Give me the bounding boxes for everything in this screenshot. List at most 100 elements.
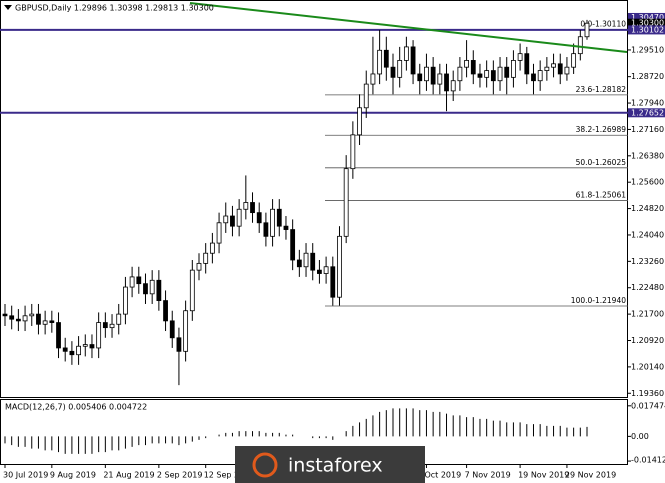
candle-body <box>243 202 249 210</box>
candle-body <box>477 73 483 78</box>
candle-body <box>169 320 175 339</box>
candle-body <box>437 73 443 85</box>
candle-body <box>383 49 389 68</box>
candle-body <box>377 49 383 75</box>
y-tick-label: 1.25600 <box>631 178 664 187</box>
candle-body <box>310 252 316 271</box>
candle-body <box>22 315 28 322</box>
x-tick-label: 30 Jul 2019 <box>3 471 48 480</box>
candle-body <box>250 202 255 214</box>
x-tick-label: 7 Nov 2019 <box>465 471 511 480</box>
candle-body <box>209 242 215 254</box>
candle-body <box>89 344 95 349</box>
candle-body <box>343 168 349 237</box>
candle-body <box>2 313 8 317</box>
candle-body <box>116 313 122 325</box>
candle-body <box>397 60 403 78</box>
chart-title: GBPUSD,Daily 1.29896 1.30398 1.29813 1.3… <box>15 4 214 13</box>
candle-body <box>256 212 262 224</box>
candle-body <box>470 60 476 75</box>
candle-body <box>417 73 423 82</box>
candle-body <box>370 73 376 85</box>
price-label: 1.30300 <box>631 19 664 28</box>
fib-label: 0.0-1.30110 <box>580 20 626 29</box>
candle-body <box>363 83 369 109</box>
price-label: 1.30470 <box>631 13 664 22</box>
candle-body <box>283 225 289 230</box>
candle-body <box>276 208 282 227</box>
candle-body <box>156 279 162 301</box>
candle-body <box>337 235 342 298</box>
price-label-box <box>628 108 665 118</box>
candle-body <box>96 322 102 349</box>
fib-label: 50.0-1.26025 <box>576 158 627 167</box>
candle-body <box>504 66 510 78</box>
candle-body <box>410 46 416 75</box>
candle-body <box>511 60 516 78</box>
candle-body <box>457 66 463 82</box>
candle-body <box>551 63 556 68</box>
candle-body <box>484 70 490 78</box>
candle-body <box>183 310 189 352</box>
candle-body <box>149 279 155 295</box>
candle-body <box>236 208 242 227</box>
candle-body <box>430 66 436 85</box>
candle-body <box>42 320 48 325</box>
x-tick-label: 2 Sep 2019 <box>157 471 203 480</box>
candle-body <box>490 70 496 82</box>
fib-label: 100.0-1.21940 <box>571 296 626 305</box>
price-layer: 1.19360 1.20140 1.20920 1.21700 1.22480 1.232… <box>0 12 665 480</box>
candle-body <box>129 276 135 288</box>
y-tick-label: 1.23260 <box>631 257 664 266</box>
candle-body <box>263 222 269 237</box>
candle-body <box>163 300 168 322</box>
y-tick-label: 1.21700 <box>631 310 664 319</box>
x-tick-label: 12 Sep 2019 <box>204 471 255 480</box>
candle-body <box>196 262 202 271</box>
candle-body <box>270 208 275 237</box>
macd-y-tick-label: 0.00 <box>631 432 649 441</box>
macd-y-tick-label: 0.017474 <box>631 401 665 410</box>
watermark-text: instaforex <box>288 455 383 477</box>
candle-body <box>403 46 409 61</box>
candle-body <box>76 345 81 356</box>
x-tick-label: Oct 2019 <box>424 471 461 480</box>
y-tick-label: 1.27160 <box>631 125 664 134</box>
candle-body <box>136 276 142 285</box>
y-tick-label: 1.26380 <box>631 151 664 160</box>
candle-body <box>189 269 195 312</box>
macd-title: MACD(12,26,7) 0.005406 0.004722 <box>5 403 147 412</box>
candle-body <box>390 66 396 78</box>
candle-body <box>123 286 128 315</box>
macd-y-tick-label: -0.014128 <box>631 456 665 465</box>
candle-body <box>303 252 309 268</box>
y-tick-label: 1.24820 <box>631 204 664 213</box>
candle-body <box>537 70 543 82</box>
candle-body <box>584 22 590 38</box>
candle-body <box>56 322 61 349</box>
trendline <box>189 2 628 53</box>
price-label-box <box>628 12 665 22</box>
candle-body <box>143 283 148 295</box>
x-tick-label: 9 Aug 2019 <box>50 471 96 480</box>
candle-body <box>203 252 209 264</box>
candle-body <box>464 60 469 68</box>
watermark-logo <box>252 452 278 478</box>
y-tick-label: 1.28720 <box>631 72 664 81</box>
candle-body <box>517 53 523 61</box>
candle-body <box>49 320 55 323</box>
price-label: 1.27652 <box>631 108 664 117</box>
candle-body <box>350 134 356 170</box>
y-tick-label: 1.20920 <box>631 336 664 345</box>
price-label: 1.30102 <box>631 25 664 34</box>
candle-body <box>450 80 456 92</box>
candle-body <box>357 107 362 136</box>
price-pane <box>0 0 628 398</box>
candle-body <box>577 36 583 55</box>
candle-body <box>296 259 302 268</box>
watermark: instaforex <box>235 446 425 483</box>
candle-body <box>82 344 88 347</box>
candle-body <box>36 313 41 325</box>
fib-label: 38.2-1.26989 <box>576 125 627 134</box>
